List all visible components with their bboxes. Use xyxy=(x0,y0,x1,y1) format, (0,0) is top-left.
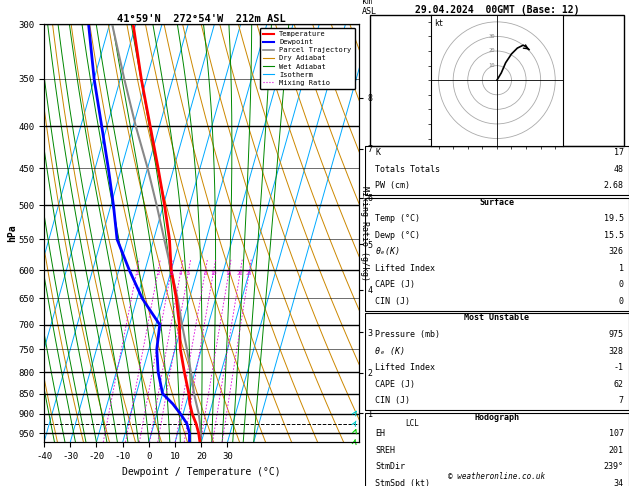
FancyBboxPatch shape xyxy=(370,15,624,146)
Text: 326: 326 xyxy=(609,247,624,257)
Text: Dewp (°C): Dewp (°C) xyxy=(376,231,420,240)
Text: Temp (°C): Temp (°C) xyxy=(376,214,420,224)
Text: Surface: Surface xyxy=(479,198,515,207)
Text: PW (cm): PW (cm) xyxy=(376,181,410,191)
Text: 17: 17 xyxy=(614,148,624,157)
Text: 107: 107 xyxy=(609,429,624,438)
Text: Totals Totals: Totals Totals xyxy=(376,165,440,174)
Text: θₑ (K): θₑ (K) xyxy=(376,347,405,356)
Text: θₑ(K): θₑ(K) xyxy=(376,247,401,257)
Text: CAPE (J): CAPE (J) xyxy=(376,280,415,290)
Text: 25: 25 xyxy=(246,271,252,276)
Text: 34: 34 xyxy=(614,479,624,486)
Text: 48: 48 xyxy=(614,165,624,174)
Text: 15.5: 15.5 xyxy=(604,231,624,240)
Text: CIN (J): CIN (J) xyxy=(376,297,410,306)
Text: km
ASL: km ASL xyxy=(362,0,377,16)
Text: 0: 0 xyxy=(619,297,624,306)
Text: Hodograph: Hodograph xyxy=(474,413,520,422)
X-axis label: Dewpoint / Temperature (°C): Dewpoint / Temperature (°C) xyxy=(122,467,281,477)
Text: 2.68: 2.68 xyxy=(604,181,624,191)
Text: 975: 975 xyxy=(609,330,624,339)
Text: 29.04.2024  00GMT (Base: 12): 29.04.2024 00GMT (Base: 12) xyxy=(415,5,579,15)
Text: SREH: SREH xyxy=(376,446,396,455)
Text: StmDir: StmDir xyxy=(376,462,405,471)
Text: 201: 201 xyxy=(609,446,624,455)
Text: 1: 1 xyxy=(135,271,138,276)
Text: CAPE (J): CAPE (J) xyxy=(376,380,415,389)
Text: K: K xyxy=(376,148,381,157)
Text: LCL: LCL xyxy=(406,419,420,428)
Text: 8: 8 xyxy=(203,271,206,276)
Text: 10: 10 xyxy=(488,63,495,68)
Y-axis label: hPa: hPa xyxy=(7,225,17,242)
Text: © weatheronline.co.uk: © weatheronline.co.uk xyxy=(448,472,545,481)
Text: Mixing Ratio (g/kg): Mixing Ratio (g/kg) xyxy=(360,186,369,281)
Text: 62: 62 xyxy=(614,380,624,389)
Text: 1: 1 xyxy=(619,264,624,273)
Text: 5: 5 xyxy=(187,271,190,276)
Text: 20: 20 xyxy=(488,49,495,53)
Text: -1: -1 xyxy=(614,363,624,372)
Text: 4: 4 xyxy=(179,271,182,276)
Text: 20: 20 xyxy=(237,271,243,276)
Text: 2: 2 xyxy=(156,271,159,276)
Text: 30: 30 xyxy=(488,34,495,39)
Text: 19.5: 19.5 xyxy=(604,214,624,224)
Text: 239°: 239° xyxy=(604,462,624,471)
Text: 328: 328 xyxy=(609,347,624,356)
Text: Pressure (mb): Pressure (mb) xyxy=(376,330,440,339)
Text: StmSpd (kt): StmSpd (kt) xyxy=(376,479,430,486)
Text: kt: kt xyxy=(434,18,443,28)
Text: EH: EH xyxy=(376,429,386,438)
Text: CIN (J): CIN (J) xyxy=(376,396,410,405)
Text: 0: 0 xyxy=(619,280,624,290)
Text: 15: 15 xyxy=(225,271,232,276)
Text: Most Unstable: Most Unstable xyxy=(464,313,530,323)
Text: Lifted Index: Lifted Index xyxy=(376,264,435,273)
Text: 3: 3 xyxy=(169,271,172,276)
Text: 7: 7 xyxy=(619,396,624,405)
Text: Lifted Index: Lifted Index xyxy=(376,363,435,372)
Title: 41°59'N  272°54'W  212m ASL: 41°59'N 272°54'W 212m ASL xyxy=(117,14,286,23)
Text: 10: 10 xyxy=(210,271,216,276)
Legend: Temperature, Dewpoint, Parcel Trajectory, Dry Adiabat, Wet Adiabat, Isotherm, Mi: Temperature, Dewpoint, Parcel Trajectory… xyxy=(260,28,355,89)
